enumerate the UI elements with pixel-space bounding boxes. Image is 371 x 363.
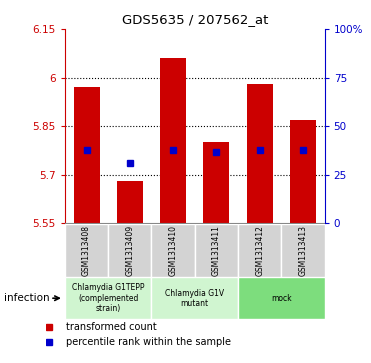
Text: infection: infection [4, 293, 49, 303]
Text: transformed count: transformed count [66, 322, 157, 332]
Bar [151, 277, 238, 319]
Bar [290, 120, 316, 223]
Text: GSM1313408: GSM1313408 [82, 225, 91, 276]
Bar [160, 58, 186, 223]
Bar [117, 181, 143, 223]
Bar [151, 224, 195, 277]
Bar [65, 277, 151, 319]
Text: GSM1313409: GSM1313409 [125, 225, 134, 276]
Text: Chlamydia G1V
mutant: Chlamydia G1V mutant [165, 289, 224, 308]
Bar [238, 277, 325, 319]
Bar [247, 84, 273, 223]
Text: GSM1313411: GSM1313411 [212, 225, 221, 276]
Bar [65, 224, 108, 277]
Bar [238, 224, 281, 277]
Text: GSM1313412: GSM1313412 [255, 225, 264, 276]
Text: GSM1313413: GSM1313413 [299, 225, 308, 276]
Text: mock: mock [271, 294, 292, 303]
Text: Chlamydia G1TEPP
(complemented
strain): Chlamydia G1TEPP (complemented strain) [72, 283, 144, 313]
Bar [281, 224, 325, 277]
Title: GDS5635 / 207562_at: GDS5635 / 207562_at [122, 13, 268, 26]
Bar [108, 224, 151, 277]
Text: percentile rank within the sample: percentile rank within the sample [66, 337, 231, 347]
Text: GSM1313410: GSM1313410 [169, 225, 178, 276]
Bar [203, 142, 229, 223]
Bar [73, 87, 99, 223]
Bar [195, 224, 238, 277]
